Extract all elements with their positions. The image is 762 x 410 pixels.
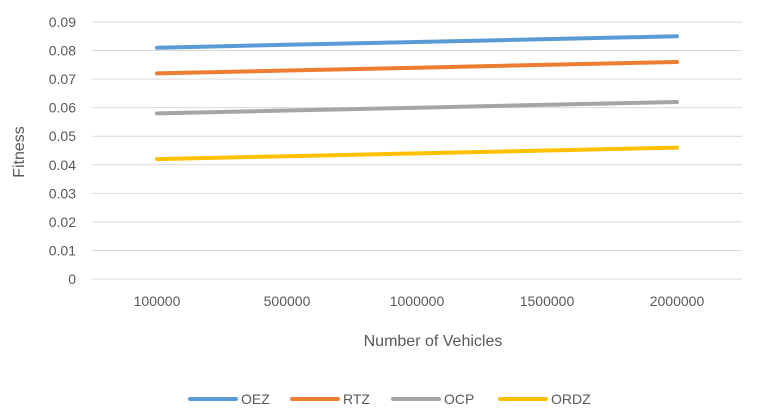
y-tick-label: 0.04 (49, 157, 76, 173)
x-axis-ticks: 100000 500000 1000000 1500000 2000000 (134, 293, 705, 309)
series-line-ordz (155, 145, 679, 162)
y-tick-label: 0.05 (49, 128, 76, 144)
y-tick-label: 0.02 (49, 214, 76, 230)
series-line-oez (155, 34, 679, 50)
y-axis-title: Fitness (11, 126, 28, 178)
series-line-rtz (155, 60, 679, 76)
x-tick-label: 500000 (264, 293, 311, 309)
y-tick-label: 0.09 (49, 14, 76, 30)
x-tick-label: 1000000 (390, 293, 445, 309)
gridlines (92, 21, 742, 280)
y-tick-label: 0 (68, 271, 76, 287)
y-tick-label: 0.07 (49, 71, 76, 87)
x-tick-label: 100000 (134, 293, 181, 309)
y-tick-label: 0.06 (49, 100, 76, 116)
x-axis-title: Number of Vehicles (364, 333, 503, 350)
y-tick-label: 0.03 (49, 185, 76, 201)
y-axis-ticks: 0 0.01 0.02 0.03 0.04 0.05 0.06 0.07 0.08 0.09 (49, 14, 76, 287)
y-tick-label: 0.01 (49, 242, 76, 258)
x-tick-label: 1500000 (520, 293, 575, 309)
x-tick-label: 2000000 (650, 293, 705, 309)
legend-label-ordz: ORDZ (551, 391, 591, 407)
legend-label-ocp: OCP (444, 391, 474, 407)
legend-label-oez: OEZ (241, 391, 270, 407)
series-line-ocp (155, 100, 679, 116)
series-lines (155, 34, 679, 162)
legend-label-rtz: RTZ (343, 391, 370, 407)
legend: OEZ RTZ OCP ORDZ (188, 391, 591, 407)
y-tick-label: 0.08 (49, 43, 76, 59)
